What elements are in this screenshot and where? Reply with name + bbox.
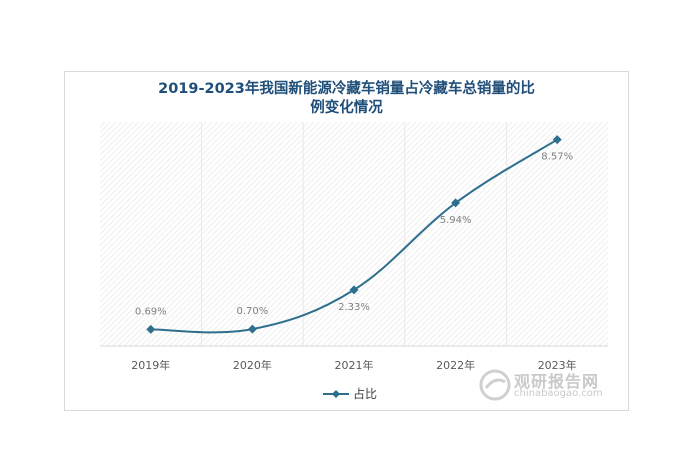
chart-title: 2019-2023年我国新能源冷藏车销量占冷藏车总销量的比 例变化情况: [64, 80, 629, 118]
x-axis-ticks: 2019年 2020年 2021年 2022年 2023年: [131, 358, 576, 372]
watermark-url: chinabaogao.com: [514, 388, 603, 399]
data-point-marker: [349, 285, 359, 295]
data-point-marker: [552, 135, 562, 145]
x-tick-label: 2019年: [131, 358, 170, 372]
x-tick-label: 2023年: [538, 358, 577, 372]
data-point-marker: [146, 324, 156, 334]
data-labels: 0.69% 0.70% 2.33% 5.94% 8.57%: [135, 152, 573, 318]
data-point-marker: [247, 324, 257, 334]
legend-marker: [332, 390, 340, 398]
x-tick-label: 2021年: [335, 358, 374, 372]
data-label: 2.33%: [338, 302, 370, 313]
watermark-name: 观研报告网: [514, 372, 600, 391]
legend-label: 占比: [353, 386, 377, 401]
data-label: 0.70%: [237, 306, 269, 317]
watermark: 观研报告网 chinabaogao.com: [478, 366, 638, 406]
data-label: 0.69%: [135, 306, 167, 317]
chart-title-line2: 例变化情况: [310, 100, 383, 116]
data-point-marker: [451, 198, 461, 208]
x-tick-label: 2020年: [233, 358, 272, 372]
series-markers: [146, 135, 562, 334]
gridlines: [201, 122, 507, 346]
x-tick-label: 2022年: [436, 358, 475, 372]
watermark-logo-icon: [479, 369, 511, 401]
data-label: 5.94%: [440, 215, 472, 226]
legend: 占比: [323, 386, 377, 401]
data-label: 8.57%: [541, 152, 573, 163]
chart-title-line1: 2019-2023年我国新能源冷藏车销量占冷藏车总销量的比: [158, 81, 535, 97]
